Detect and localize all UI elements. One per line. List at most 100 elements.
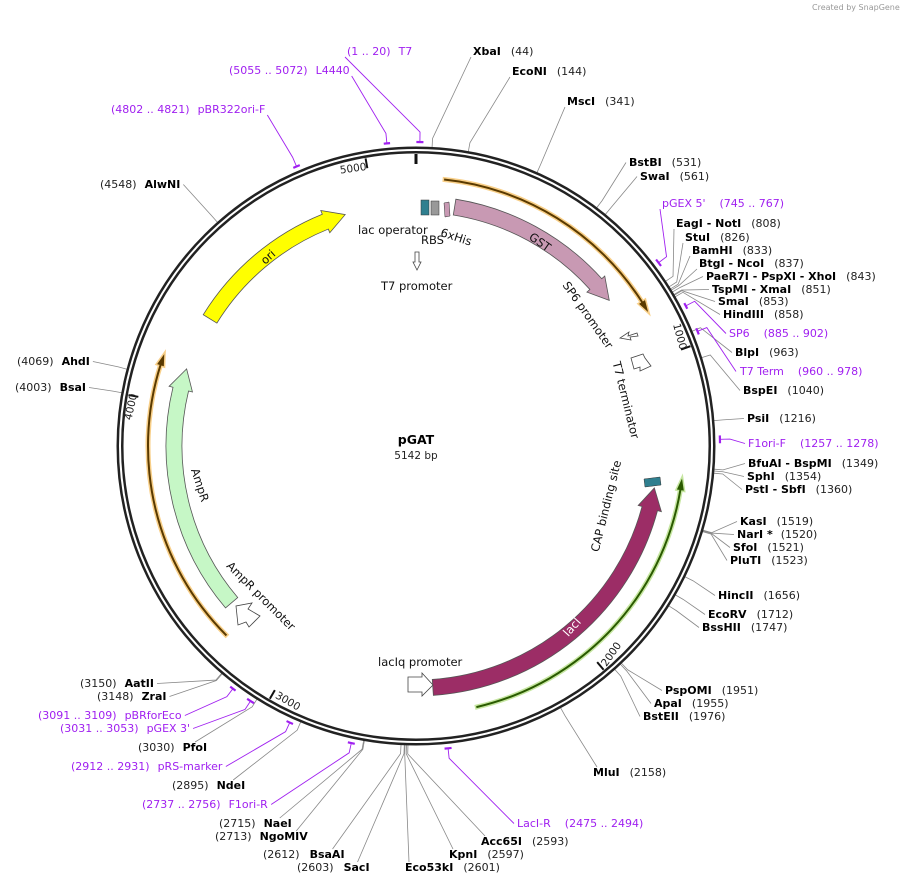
site-ecorv[interactable]: EcoRV (1712): [708, 608, 793, 621]
site-acc65i[interactable]: Acc65I (2593): [481, 835, 569, 848]
site-connector: [183, 184, 218, 223]
site-pluti[interactable]: PluTI (1523): [730, 554, 808, 567]
site-alwni[interactable]: (4548) AlwNI: [100, 178, 180, 191]
site-connector: [691, 327, 733, 353]
primer-connector: [344, 56, 421, 143]
site-bsai[interactable]: (4003) BsaI: [15, 381, 86, 394]
tick-mark: [268, 689, 276, 700]
feature-label-cap-binding-site[interactable]: CAP binding site: [588, 459, 624, 553]
site-pfoi[interactable]: (3030) PfoI: [138, 741, 207, 754]
lac-operator-box[interactable]: [420, 199, 430, 216]
site-connector: [88, 387, 122, 394]
site-bsaai[interactable]: (2612) BsaAI: [263, 848, 345, 861]
feature-label-lac-operator[interactable]: lac operator: [358, 223, 428, 237]
site-connector: [702, 530, 731, 548]
primer-pgex3[interactable]: (3031 .. 3053) pGEX 3': [60, 722, 190, 735]
orf-arrow: [442, 176, 651, 317]
site-bstbi[interactable]: BstBI (531): [629, 156, 701, 169]
plasmid-name: pGAT: [398, 432, 435, 447]
primer-pgex5[interactable]: pGEX 5' (745 .. 767): [662, 197, 784, 210]
site-hincii[interactable]: HincII (1656): [718, 589, 800, 602]
site-btgi-ncoi[interactable]: BtgI - NcoI (837): [699, 257, 804, 270]
feature-label-t7-terminator[interactable]: T7 terminator: [609, 359, 642, 440]
sp6-promoter-arrow[interactable]: [618, 331, 639, 341]
site-zrai[interactable]: (3148) ZraI: [97, 690, 167, 703]
site-eagi-noti[interactable]: EagI - NotI (808): [676, 217, 781, 230]
site-bfuai-bspmi[interactable]: BfuAI - BspMI (1349): [748, 457, 878, 470]
primer-t7-term[interactable]: T7 Term (960 .. 978): [739, 365, 862, 378]
t7-promoter-arrow[interactable]: [412, 251, 422, 271]
site-econi[interactable]: EcoNI (144): [512, 65, 586, 78]
site-sfoi[interactable]: SfoI (1521): [733, 541, 804, 554]
site-connector: [668, 605, 700, 628]
primer-bar: [444, 746, 452, 750]
primer-connector: [719, 438, 746, 444]
site-blpi[interactable]: BlpI (963): [735, 346, 799, 359]
site-connector: [405, 744, 454, 850]
site-saci[interactable]: (2603) SacI: [297, 861, 370, 874]
site-ngomiv[interactable]: (2713) NgoMIV: [215, 830, 308, 843]
primer-f1ori-f[interactable]: F1ori-F (1257 .. 1278): [748, 437, 879, 450]
t7-terminator-arrow[interactable]: [630, 353, 652, 372]
site-tspmi-xmai[interactable]: TspMI - XmaI (851): [712, 283, 831, 296]
primer-prs-marker[interactable]: (2912 .. 2931) pRS-marker: [71, 760, 223, 773]
site-connector: [673, 289, 710, 295]
primer-l4440[interactable]: (5055 .. 5072) L4440: [229, 64, 350, 77]
feature-arrows: [165, 198, 662, 696]
feature-label-laciq-promoter[interactable]: lacIq promoter: [378, 655, 463, 669]
site-connector: [671, 268, 698, 291]
site-kasi[interactable]: KasI (1519): [740, 515, 813, 528]
site-connector: [702, 531, 728, 561]
primer-f1ori-r[interactable]: (2737 .. 2756) F1ori-R: [142, 798, 268, 811]
ampr-promoter-arrow[interactable]: [235, 602, 261, 628]
primer-connector: [266, 114, 297, 167]
site-hindiii[interactable]: HindIII (858): [723, 308, 804, 321]
site-smai[interactable]: SmaI (853): [718, 295, 789, 308]
site-bsshii[interactable]: BssHII (1747): [702, 621, 787, 634]
primer-bar: [229, 685, 237, 692]
site-mlui[interactable]: MluI (2158): [593, 766, 666, 779]
site-psti-sbfi[interactable]: PstI - SbfI (1360): [745, 483, 852, 496]
feature-label-sp6-promoter[interactable]: SP6 promoter: [560, 279, 617, 352]
site-sphi[interactable]: SphI (1354): [747, 470, 821, 483]
site-eco53ki[interactable]: Eco53kI (2601): [405, 861, 500, 874]
site-psii[interactable]: PsiI (1216): [747, 412, 816, 425]
site-msci[interactable]: MscI (341): [567, 95, 635, 108]
site-ndei[interactable]: (2895) NdeI: [172, 779, 245, 792]
primer-connector: [192, 700, 251, 729]
site-connector: [713, 472, 743, 490]
primer-t7[interactable]: (1 .. 20) T7: [347, 45, 412, 58]
feature-label-t7-promoter[interactable]: T7 promoter: [380, 279, 453, 293]
site-bspei[interactable]: BspEI (1040): [743, 384, 824, 397]
site-apai[interactable]: ApaI (1955): [654, 697, 728, 710]
site-aatii[interactable]: (3150) AatII: [80, 677, 154, 690]
site-kpni[interactable]: KpnI (2597): [449, 848, 524, 861]
laciq-promoter-arrow[interactable]: [407, 671, 434, 697]
site-connector: [714, 463, 746, 471]
site-bsteii[interactable]: BstEII (1976): [643, 710, 725, 723]
site-pspomi[interactable]: PspOMI (1951): [665, 684, 758, 697]
site-connector: [604, 176, 638, 215]
site-paer7i-pspxi-xhoi[interactable]: PaeR7I - PspXI - XhoI (843): [706, 270, 876, 283]
site-connector: [560, 707, 598, 768]
6xhis-box[interactable]: [443, 201, 451, 218]
primer-pbrforeco[interactable]: (3091 .. 3109) pBRforEco: [38, 709, 182, 722]
site-ahdi[interactable]: (4069) AhdI: [17, 355, 90, 368]
site-stui[interactable]: StuI (826): [685, 231, 750, 244]
cap-binding-site-box[interactable]: [643, 476, 662, 488]
feature-label-ampr[interactable]: AmpR: [188, 466, 212, 503]
primer-laci-r[interactable]: LacI-R (2475 .. 2494): [517, 817, 643, 830]
primer-sp6[interactable]: SP6 (885 .. 902): [729, 327, 828, 340]
site-bamhi[interactable]: BamHI (833): [692, 244, 772, 257]
site-connector: [279, 740, 365, 819]
site-xbai[interactable]: XbaI (44): [473, 45, 533, 58]
site-nari[interactable]: NarI * (1520): [737, 528, 817, 541]
feature-label-6xhis[interactable]: 6xHis: [439, 225, 474, 248]
feature-label-rbs[interactable]: RBS: [421, 233, 444, 247]
primer-pbr322ori-f[interactable]: (4802 .. 4821) pBR322ori-F: [111, 103, 265, 116]
site-naei[interactable]: (2715) NaeI: [219, 817, 292, 830]
site-connector: [665, 228, 675, 282]
site-connector: [232, 721, 302, 781]
rbs-box[interactable]: [430, 200, 440, 216]
site-swai[interactable]: SwaI (561): [640, 170, 709, 183]
